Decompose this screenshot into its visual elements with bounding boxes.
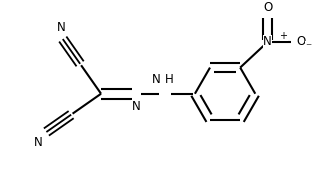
Text: N: N xyxy=(131,100,140,113)
Text: +: + xyxy=(280,31,288,41)
Text: H: H xyxy=(164,73,173,86)
Text: O: O xyxy=(296,35,305,49)
Text: ⁻: ⁻ xyxy=(305,41,311,54)
Text: N: N xyxy=(34,136,42,149)
Text: N: N xyxy=(152,73,161,86)
Text: N: N xyxy=(57,21,65,34)
Text: O: O xyxy=(263,1,272,14)
Text: N: N xyxy=(263,35,272,49)
